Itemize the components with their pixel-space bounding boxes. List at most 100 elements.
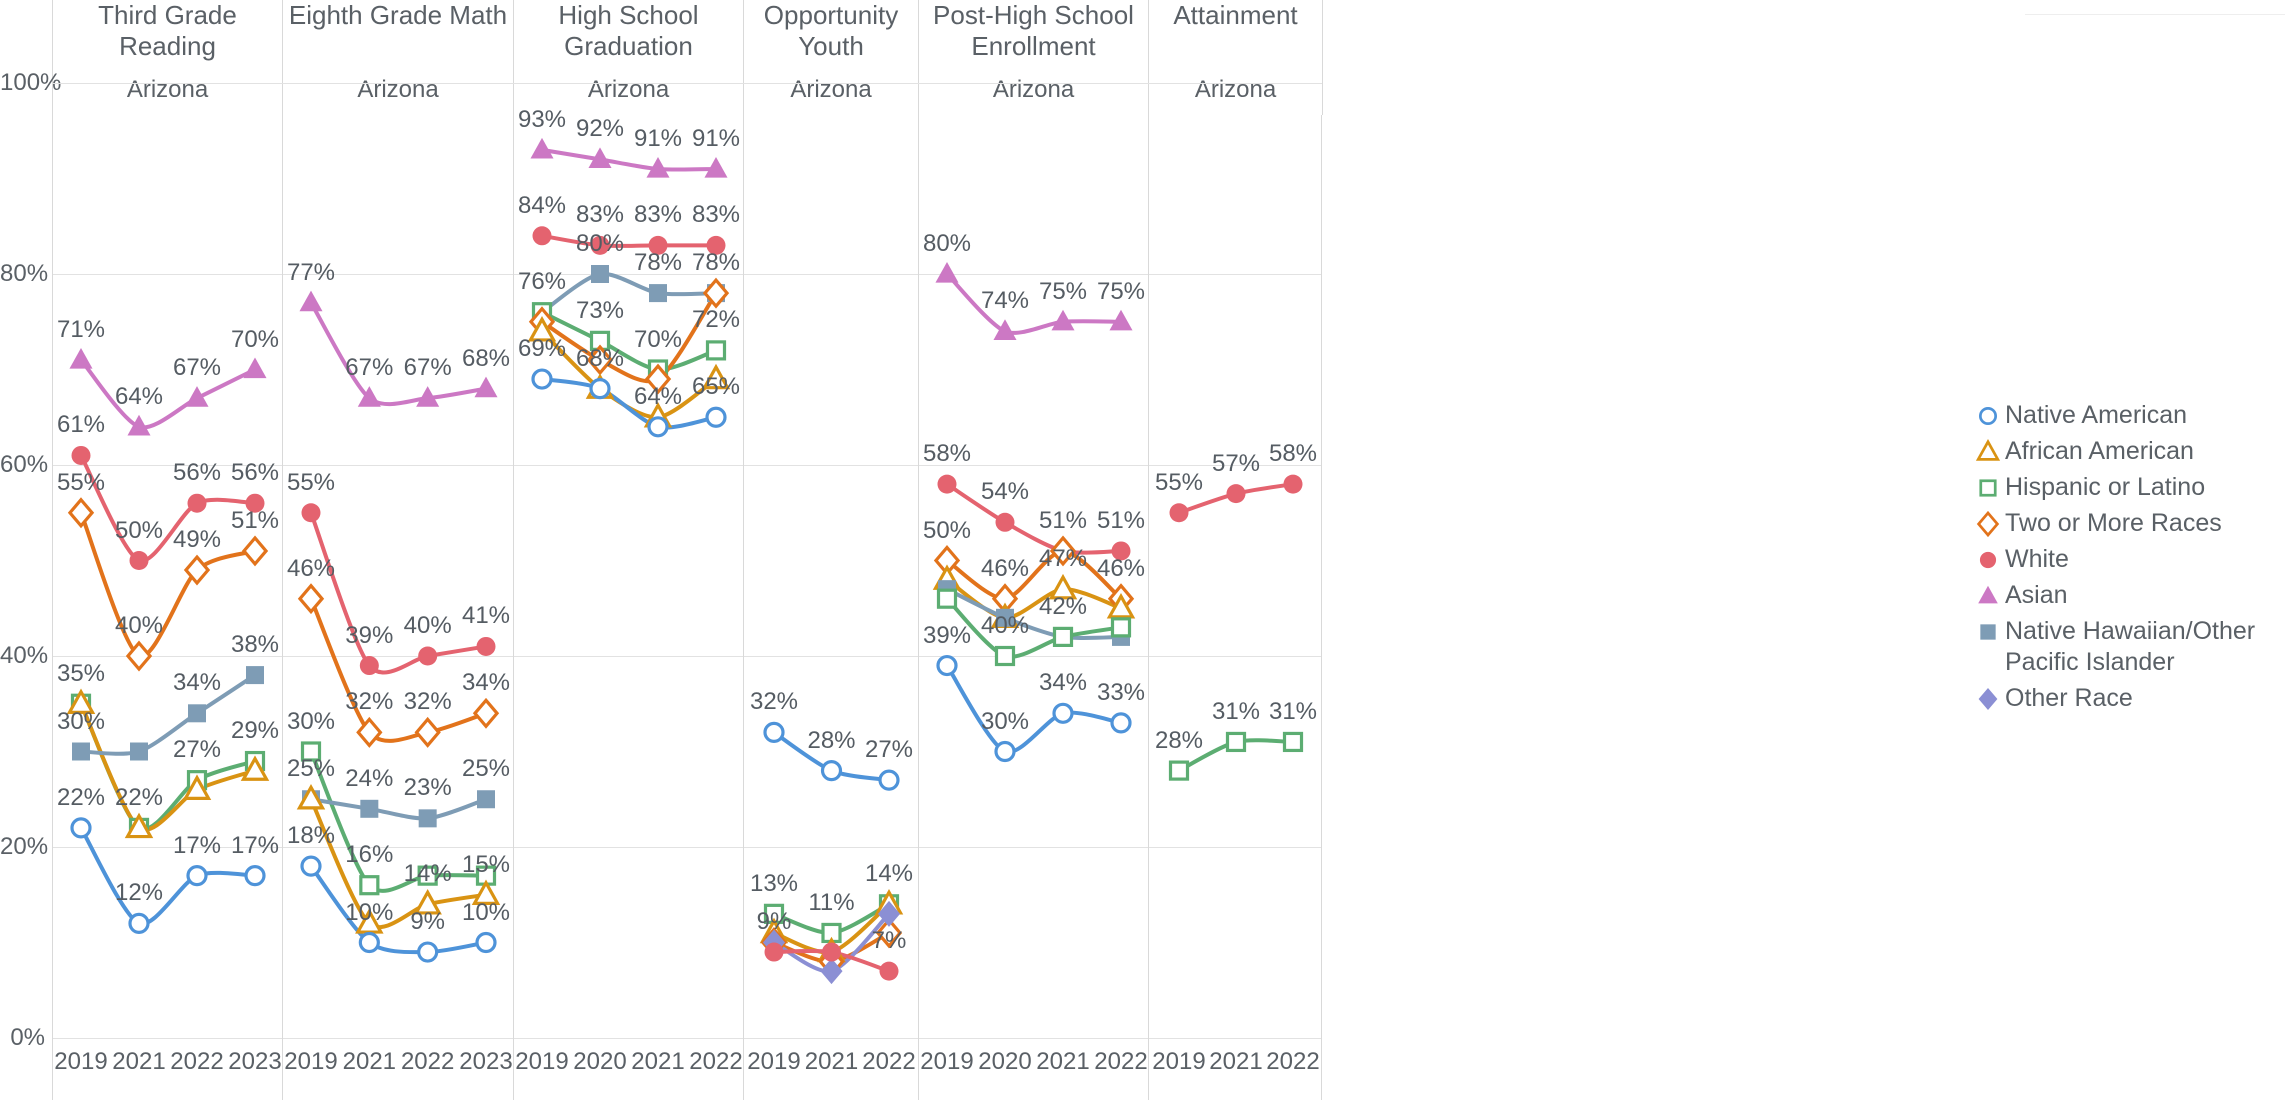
data-point-marker[interactable] (240, 755, 270, 781)
data-point-marker[interactable] (246, 666, 264, 685)
data-point-marker[interactable] (475, 931, 497, 954)
data-point-marker[interactable] (183, 554, 211, 586)
data-point-marker[interactable] (1169, 503, 1189, 523)
data-point-marker[interactable] (476, 636, 496, 656)
data-point-marker[interactable] (474, 376, 498, 398)
data-point-marker[interactable] (706, 235, 726, 255)
data-point-marker[interactable] (588, 147, 612, 169)
data-point-marker[interactable] (1052, 626, 1074, 648)
data-point-marker[interactable] (69, 347, 93, 369)
data-point-marker[interactable] (413, 889, 442, 915)
data-point-marker[interactable] (188, 704, 206, 723)
data-point-marker[interactable] (644, 363, 672, 395)
data-point-marker[interactable] (301, 503, 321, 523)
data-point-marker[interactable] (586, 344, 614, 376)
data-point-marker[interactable] (878, 769, 900, 791)
data-point-marker[interactable] (935, 262, 959, 283)
data-point-marker[interactable] (417, 865, 438, 886)
data-point-marker[interactable] (124, 812, 154, 839)
data-point-marker[interactable] (477, 790, 495, 809)
data-point-marker[interactable] (993, 319, 1017, 340)
data-point-marker[interactable] (71, 445, 91, 465)
data-point-marker[interactable] (648, 235, 668, 255)
data-point-marker[interactable] (471, 879, 501, 905)
data-point-marker[interactable] (590, 235, 610, 255)
data-point-marker[interactable] (646, 156, 670, 178)
data-point-marker[interactable] (822, 942, 841, 962)
data-point-marker[interactable] (129, 551, 149, 570)
data-point-marker[interactable] (127, 414, 151, 436)
data-point-marker[interactable] (647, 416, 669, 438)
data-point-marker[interactable] (359, 875, 380, 896)
data-point-marker[interactable] (1283, 474, 1303, 494)
data-point-marker[interactable] (1051, 309, 1075, 331)
data-point-marker[interactable] (589, 378, 611, 400)
data-point-marker[interactable] (359, 656, 379, 676)
legend-item-asian[interactable]: Asian (1975, 580, 2275, 611)
data-point-marker[interactable] (994, 645, 1016, 667)
data-point-marker[interactable] (1110, 712, 1132, 734)
data-point-marker[interactable] (185, 386, 209, 407)
data-point-marker[interactable] (532, 226, 552, 246)
data-point-marker[interactable] (300, 855, 322, 877)
data-point-marker[interactable] (130, 742, 148, 761)
data-point-marker[interactable] (358, 931, 380, 954)
data-point-marker[interactable] (128, 912, 150, 935)
data-point-marker[interactable] (187, 493, 207, 513)
data-point-marker[interactable] (1168, 760, 1190, 781)
data-point-marker[interactable] (357, 386, 381, 407)
data-point-marker[interactable] (937, 474, 957, 494)
data-point-marker[interactable] (70, 817, 92, 839)
data-point-marker[interactable] (875, 917, 903, 949)
data-point-marker[interactable] (66, 688, 96, 714)
data-point-marker[interactable] (1282, 731, 1304, 753)
data-point-marker[interactable] (186, 865, 208, 887)
data-point-marker[interactable] (702, 277, 730, 309)
legend-item-african-american[interactable]: African American (1975, 436, 2275, 467)
data-point-marker[interactable] (1106, 592, 1136, 619)
data-point-marker[interactable] (416, 386, 440, 407)
data-point-marker[interactable] (763, 721, 785, 744)
data-point-marker[interactable] (296, 783, 326, 810)
data-point-marker[interactable] (297, 583, 325, 615)
legend-item-native-american[interactable]: Native American (1975, 400, 2275, 431)
legend-item-hispanic-or-latino[interactable]: Hispanic or Latino (1975, 472, 2275, 503)
data-point-marker[interactable] (1049, 535, 1077, 567)
data-point-marker[interactable] (418, 809, 437, 828)
data-point-marker[interactable] (591, 265, 609, 283)
data-point-marker[interactable] (299, 290, 323, 312)
data-point-marker[interactable] (472, 697, 500, 729)
data-point-marker[interactable] (360, 799, 379, 818)
data-point-marker[interactable] (995, 512, 1015, 532)
data-point-marker[interactable] (356, 716, 383, 748)
data-point-marker[interactable] (649, 284, 667, 303)
data-point-marker[interactable] (245, 493, 265, 513)
legend-item-other-race[interactable]: Other Race (1975, 683, 2275, 714)
data-point-marker[interactable] (531, 368, 553, 390)
legend-item-white[interactable]: White (1975, 544, 2275, 575)
data-point-marker[interactable] (182, 774, 212, 800)
data-point-marker[interactable] (879, 961, 899, 981)
data-point-marker[interactable] (701, 363, 731, 390)
legend-item-two-or-more-races[interactable]: Two or More Races (1975, 508, 2275, 539)
data-point-marker[interactable] (705, 340, 727, 361)
data-point-marker[interactable] (530, 137, 554, 159)
data-point-marker[interactable] (1048, 573, 1078, 600)
data-point-marker[interactable] (241, 535, 269, 567)
data-point-marker[interactable] (1052, 702, 1074, 724)
data-point-marker[interactable] (414, 716, 441, 748)
data-point-marker[interactable] (996, 608, 1014, 627)
legend-item-native-hawaiian-other-pacific-islander[interactable]: Native Hawaiian/Other Pacific Islander (1975, 616, 2275, 678)
data-point-marker[interactable] (820, 759, 843, 782)
data-point-marker[interactable] (705, 406, 727, 428)
data-point-marker[interactable] (418, 646, 438, 666)
data-point-marker[interactable] (1111, 541, 1131, 561)
data-point-marker[interactable] (994, 740, 1016, 763)
data-point-marker[interactable] (1225, 731, 1247, 753)
data-point-marker[interactable] (244, 865, 266, 887)
data-point-marker[interactable] (67, 497, 95, 529)
data-point-marker[interactable] (936, 588, 958, 609)
data-point-marker[interactable] (417, 941, 439, 963)
data-point-marker[interactable] (243, 357, 267, 379)
data-point-marker[interactable] (300, 741, 322, 762)
